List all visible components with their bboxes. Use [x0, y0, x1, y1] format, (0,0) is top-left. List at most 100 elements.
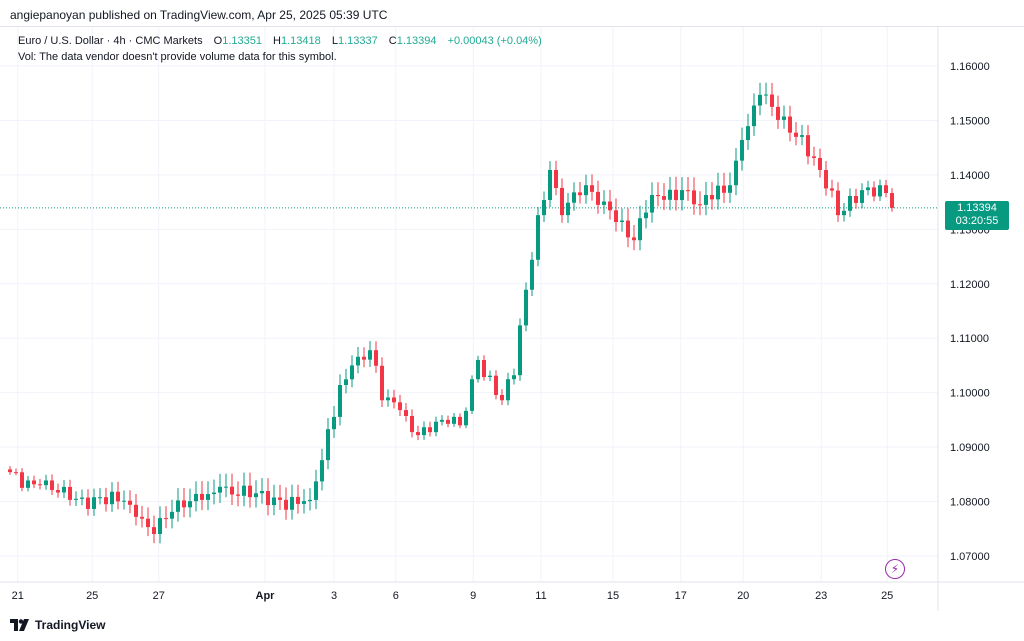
candle[interactable]: [668, 176, 672, 211]
candle[interactable]: [290, 484, 294, 520]
candle[interactable]: [146, 507, 150, 537]
candle[interactable]: [284, 487, 288, 520]
candle[interactable]: [98, 488, 102, 505]
candle[interactable]: [590, 174, 594, 201]
candle[interactable]: [104, 487, 108, 512]
candle[interactable]: [506, 372, 510, 406]
candle[interactable]: [74, 491, 78, 506]
candle[interactable]: [512, 368, 516, 385]
candle[interactable]: [332, 405, 336, 438]
candle[interactable]: [710, 182, 714, 210]
candle[interactable]: [476, 355, 480, 383]
candle[interactable]: [218, 473, 222, 504]
candle[interactable]: [812, 146, 816, 166]
candle[interactable]: [134, 494, 138, 526]
candle[interactable]: [296, 484, 300, 514]
candle[interactable]: [560, 178, 564, 223]
candle[interactable]: [56, 483, 60, 498]
candle[interactable]: [860, 183, 864, 209]
candle[interactable]: [866, 180, 870, 196]
candle[interactable]: [254, 480, 258, 508]
candle[interactable]: [128, 490, 132, 514]
candle[interactable]: [800, 124, 804, 146]
candle[interactable]: [62, 480, 66, 498]
candle[interactable]: [884, 179, 888, 198]
candle[interactable]: [422, 421, 426, 440]
candle[interactable]: [50, 474, 54, 495]
candle[interactable]: [482, 355, 486, 381]
candle[interactable]: [80, 489, 84, 506]
candle[interactable]: [230, 473, 234, 505]
candle[interactable]: [806, 125, 810, 165]
candle[interactable]: [86, 489, 90, 516]
candle[interactable]: [674, 176, 678, 211]
candle[interactable]: [596, 180, 600, 214]
candle[interactable]: [818, 148, 822, 178]
candle[interactable]: [266, 478, 270, 516]
candle[interactable]: [848, 188, 852, 217]
candle[interactable]: [542, 191, 546, 222]
candle[interactable]: [638, 205, 642, 251]
candle[interactable]: [764, 82, 768, 105]
candle[interactable]: [194, 481, 198, 512]
candle[interactable]: [140, 505, 144, 528]
candle[interactable]: [494, 370, 498, 400]
candle[interactable]: [380, 357, 384, 408]
candle[interactable]: [92, 488, 96, 516]
lightning-icon[interactable]: ⚡︎: [885, 559, 905, 579]
candle[interactable]: [488, 370, 492, 382]
candle[interactable]: [656, 182, 660, 207]
candle[interactable]: [698, 191, 702, 216]
candle[interactable]: [500, 389, 504, 405]
candle[interactable]: [836, 182, 840, 222]
candle[interactable]: [122, 490, 126, 510]
candle[interactable]: [704, 182, 708, 216]
candle[interactable]: [272, 484, 276, 516]
candle[interactable]: [68, 479, 72, 506]
candle[interactable]: [872, 181, 876, 202]
candle[interactable]: [446, 415, 450, 428]
candle[interactable]: [176, 488, 180, 522]
candle[interactable]: [260, 478, 264, 504]
candle[interactable]: [188, 488, 192, 518]
candle[interactable]: [524, 282, 528, 332]
candle[interactable]: [824, 160, 828, 196]
candle[interactable]: [236, 481, 240, 507]
candle[interactable]: [572, 182, 576, 211]
candle[interactable]: [278, 484, 282, 510]
symbol-title[interactable]: Euro / U.S. Dollar · 4h · CMC Markets: [18, 35, 203, 47]
candle[interactable]: [770, 83, 774, 117]
candle[interactable]: [434, 416, 438, 437]
candle[interactable]: [158, 506, 162, 544]
candle[interactable]: [452, 412, 456, 427]
candle[interactable]: [344, 368, 348, 394]
candle[interactable]: [20, 468, 24, 492]
candle[interactable]: [788, 105, 792, 142]
candle[interactable]: [200, 481, 204, 511]
candle[interactable]: [206, 481, 210, 511]
candle[interactable]: [416, 425, 420, 441]
candle[interactable]: [614, 198, 618, 232]
candle[interactable]: [44, 474, 48, 490]
candle[interactable]: [752, 93, 756, 136]
candle[interactable]: [644, 199, 648, 229]
candle[interactable]: [608, 189, 612, 220]
candle[interactable]: [26, 475, 30, 492]
candle[interactable]: [170, 499, 174, 529]
candle[interactable]: [350, 355, 354, 388]
candle[interactable]: [368, 341, 372, 367]
candle[interactable]: [164, 506, 168, 529]
candle[interactable]: [554, 160, 558, 196]
candle[interactable]: [854, 188, 858, 209]
candle[interactable]: [314, 469, 318, 510]
candle[interactable]: [326, 418, 330, 470]
candle[interactable]: [692, 177, 696, 215]
candle[interactable]: [662, 183, 666, 211]
candle[interactable]: [680, 177, 684, 211]
candle[interactable]: [578, 182, 582, 204]
candle[interactable]: [356, 346, 360, 374]
candle[interactable]: [740, 127, 744, 171]
candle[interactable]: [374, 341, 378, 373]
candle[interactable]: [686, 177, 690, 201]
